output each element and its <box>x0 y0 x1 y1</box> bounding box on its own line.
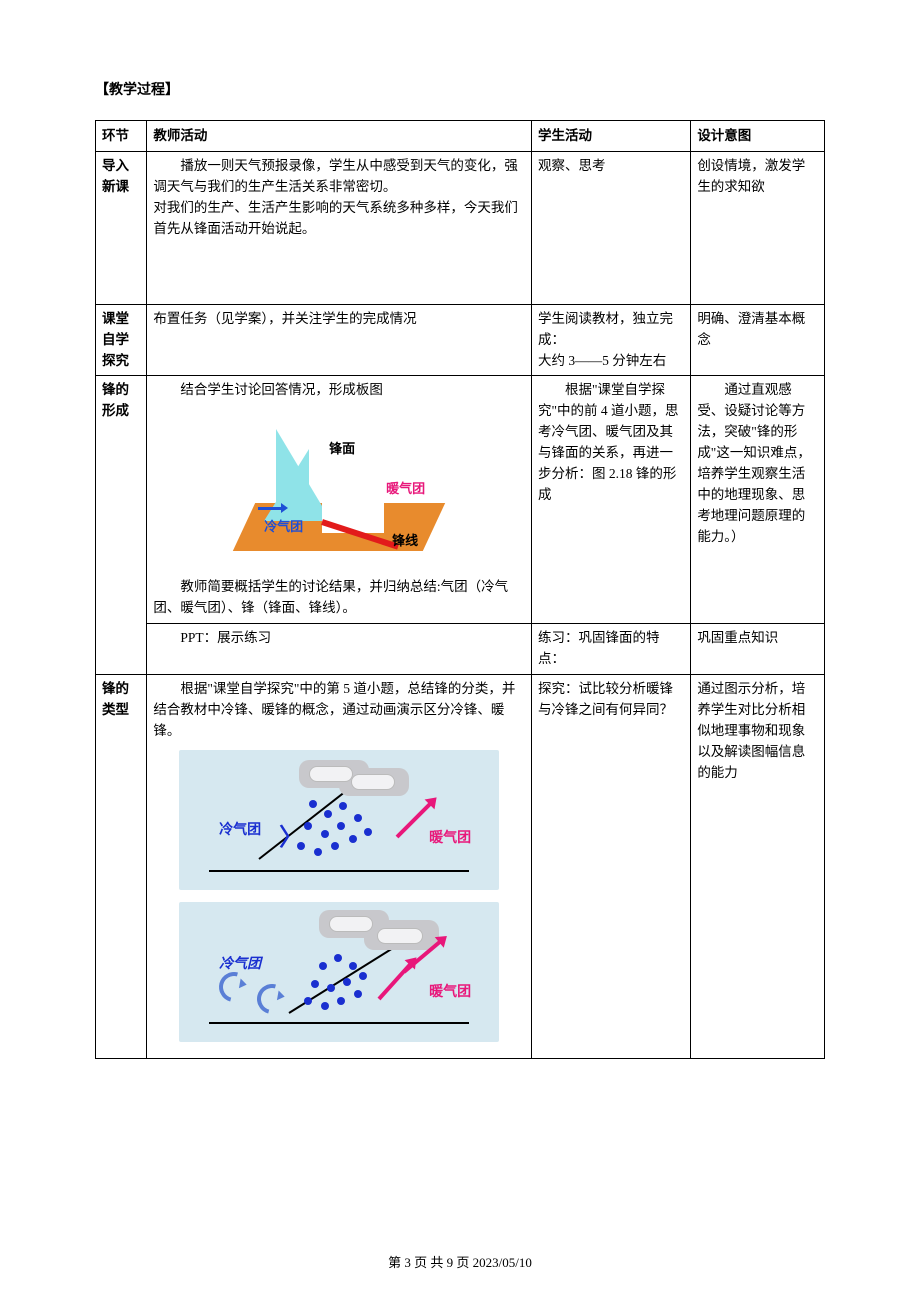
teacher-cell: 播放一则天气预报录像，学生从中感受到天气的变化，强调天气与我们的生产生活关系非常… <box>147 151 532 304</box>
stage-cell: 锋的类型 <box>96 675 147 1059</box>
rain-icon <box>304 822 312 830</box>
rain-icon <box>343 978 351 986</box>
intent-cell: 巩固重点知识 <box>691 624 825 675</box>
lesson-process-table: 环节 教师活动 学生活动 设计意图 导入新课 播放一则天气预报录像，学生从中感受… <box>95 120 825 1058</box>
ground-line <box>209 1022 469 1024</box>
rain-icon <box>354 990 362 998</box>
label-front-line: 锋线 <box>392 531 418 551</box>
diagram-3: 冷气团 暖气团 <box>179 902 499 1042</box>
student-cell: 学生阅读教材，独立完成： 大约 3——5 分钟左右 <box>531 304 690 376</box>
cloud-shape <box>329 916 373 932</box>
intent-cell: 通过直观感受、设疑讨论等方法，突破"锋的形成"这一知识难点，培养学生观察生活中的… <box>691 376 825 624</box>
stage-cell: 锋的形成 <box>96 376 147 675</box>
student-text: 学生阅读教材，独立完成： <box>538 309 684 351</box>
teacher-text: 教师简要概括学生的讨论结果，并归纳总结:气团（冷气团、暖气团）、锋（锋面、锋线）… <box>153 577 525 619</box>
rain-icon <box>354 814 362 822</box>
student-text: 大约 3——5 分钟左右 <box>538 351 684 372</box>
rain-icon <box>331 842 339 850</box>
col-header-teacher: 教师活动 <box>147 121 532 152</box>
table-row: 导入新课 播放一则天气预报录像，学生从中感受到天气的变化，强调天气与我们的生产生… <box>96 151 825 304</box>
label-cold-mass: 冷气团 <box>264 517 303 537</box>
rain-icon <box>327 984 335 992</box>
col-header-intent: 设计意图 <box>691 121 825 152</box>
intent-cell: 创设情境，激发学生的求知欲 <box>691 151 825 304</box>
page-footer: 第 3 页 共 9 页 2023/05/10 <box>0 1253 920 1274</box>
table-row: 课堂自学探究 布置任务（见学案），并关注学生的完成情况 学生阅读教材，独立完成：… <box>96 304 825 376</box>
label-cold-mass: 冷气团 <box>219 820 261 842</box>
intent-text: 通过直观感受、设疑讨论等方法，突破"锋的形成"这一知识难点，培养学生观察生活中的… <box>697 380 818 547</box>
rain-icon <box>337 822 345 830</box>
cold-curl-icon <box>252 978 293 1019</box>
teacher-text: 结合学生讨论回答情况，形成板图 <box>153 380 525 401</box>
rain-icon <box>319 962 327 970</box>
front-formation-diagram: 锋面 暖气团 冷气团 锋线 <box>153 409 525 569</box>
cold-front-diagram: 〉 冷气团 暖气团 <box>153 750 525 890</box>
teacher-cell: 根据"课堂自学探究"中的第 5 道小题，总结锋的分类，并结合教材中冷锋、暖锋的概… <box>147 675 532 1059</box>
stage-cell: 导入新课 <box>96 151 147 304</box>
spacer <box>153 240 525 300</box>
label-warm-mass: 暖气团 <box>429 828 471 850</box>
cloud-shape <box>351 774 395 790</box>
teacher-cell: 结合学生讨论回答情况，形成板图 锋面 暖气团 冷气团 锋线 <box>147 376 532 624</box>
rain-icon <box>337 997 345 1005</box>
rain-icon <box>304 997 312 1005</box>
teacher-text: 根据"课堂自学探究"中的第 5 道小题，总结锋的分类，并结合教材中冷锋、暖锋的概… <box>153 679 525 742</box>
label-front-surface: 锋面 <box>329 439 355 459</box>
label-warm-mass: 暖气团 <box>386 479 425 499</box>
rain-icon <box>324 810 332 818</box>
rain-icon <box>321 830 329 838</box>
stage-cell: 课堂自学探究 <box>96 304 147 376</box>
col-header-stage: 环节 <box>96 121 147 152</box>
teacher-cell: 布置任务（见学案），并关注学生的完成情况 <box>147 304 532 376</box>
teacher-text: PPT：展示练习 <box>153 628 271 649</box>
student-text: 根据"课堂自学探究"中的前 4 道小题，思考冷气团、暖气团及其与锋面的关系，再进… <box>538 380 684 506</box>
warm-front-diagram: 冷气团 暖气团 <box>153 902 525 1042</box>
rain-icon <box>349 962 357 970</box>
cloud-shape <box>377 928 423 944</box>
ground-line <box>209 870 469 872</box>
table-row: PPT：展示练习 练习：巩固锋面的特点： 巩固重点知识 <box>96 624 825 675</box>
document-page: 【教学过程】 环节 教师活动 学生活动 设计意图 导入新课 播放一则天气预报录像… <box>0 0 920 1302</box>
intent-cell: 明确、澄清基本概念 <box>691 304 825 376</box>
rain-icon <box>321 1002 329 1010</box>
section-heading: 【教学过程】 <box>95 80 825 102</box>
warm-arrow-icon <box>396 801 433 838</box>
student-cell: 观察、思考 <box>531 151 690 304</box>
student-cell: 练习：巩固锋面的特点： <box>531 624 690 675</box>
rain-icon <box>309 800 317 808</box>
rain-icon <box>339 802 347 810</box>
student-cell: 探究：试比较分析暖锋与冷锋之间有何异同？ <box>531 675 690 1059</box>
diagram-2: 〉 冷气团 暖气团 <box>179 750 499 890</box>
rain-icon <box>311 980 319 988</box>
rain-icon <box>314 848 322 856</box>
table-row: 锋的类型 根据"课堂自学探究"中的第 5 道小题，总结锋的分类，并结合教材中冷锋… <box>96 675 825 1059</box>
intent-cell: 通过图示分析，培养学生对比分析相似地理事物和现象以及解读图幅信息的能力 <box>691 675 825 1059</box>
rain-icon <box>334 954 342 962</box>
cold-arrow-icon <box>258 507 282 510</box>
label-cold-mass: 冷气团 <box>219 954 261 976</box>
teacher-text: 对我们的生产、生活产生影响的天气系统多种多样，今天我们首先从锋面活动开始说起。 <box>153 198 525 240</box>
col-header-student: 学生活动 <box>531 121 690 152</box>
table-header-row: 环节 教师活动 学生活动 设计意图 <box>96 121 825 152</box>
cloud-shape <box>309 766 353 782</box>
rain-icon <box>359 972 367 980</box>
cold-chevron-icon: 〉 <box>279 820 303 857</box>
table-row: 锋的形成 结合学生讨论回答情况，形成板图 锋面 暖气团 冷气团 锋线 <box>96 376 825 624</box>
student-cell: 根据"课堂自学探究"中的前 4 道小题，思考冷气团、暖气团及其与锋面的关系，再进… <box>531 376 690 624</box>
teacher-text: 播放一则天气预报录像，学生从中感受到天气的变化，强调天气与我们的生产生活关系非常… <box>153 156 525 198</box>
rain-icon <box>349 835 357 843</box>
teacher-cell: PPT：展示练习 <box>147 624 532 675</box>
diagram-1: 锋面 暖气团 冷气团 锋线 <box>224 409 454 569</box>
label-warm-mass: 暖气团 <box>429 982 471 1004</box>
rain-icon <box>364 828 372 836</box>
